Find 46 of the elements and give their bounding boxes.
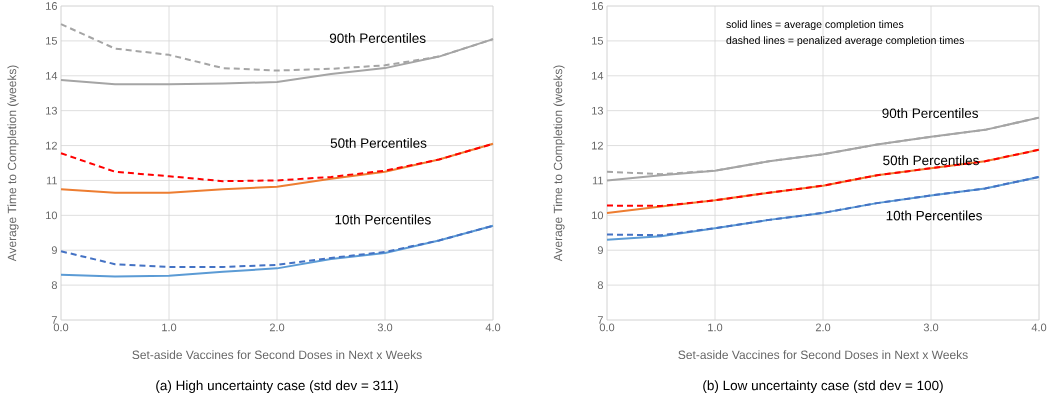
y-tick-label: 15 bbox=[592, 37, 604, 45]
x-tick-label: 3.0 bbox=[923, 323, 939, 332]
x-tick-label: 1.0 bbox=[708, 323, 723, 332]
y-tick-label: 10 bbox=[46, 211, 58, 220]
y-tick-label: 12 bbox=[46, 141, 57, 150]
x-tick-label: 2.0 bbox=[269, 323, 285, 332]
y-tick-label: 16 bbox=[592, 2, 604, 10]
annotation: 50th Percentiles bbox=[330, 137, 427, 148]
x-tick-label: 2.0 bbox=[815, 323, 831, 332]
x-tick-label: 4.0 bbox=[485, 323, 501, 332]
annotation: 10th Percentiles bbox=[886, 210, 982, 221]
y-tick-label: 14 bbox=[592, 72, 604, 80]
y-tick-label: 13 bbox=[592, 106, 604, 115]
y-tick-label: 10 bbox=[592, 211, 604, 220]
line-series bbox=[60, 224, 494, 278]
x-axis-title: Set-aside Vaccines for Second Doses in Next x Weeks bbox=[678, 350, 968, 360]
y-tick-label: 8 bbox=[597, 281, 604, 290]
annotation: 10th Percentiles bbox=[335, 214, 431, 225]
y-tick-label: 9 bbox=[51, 246, 57, 255]
annotation: 90th Percentiles bbox=[882, 108, 979, 119]
y-tick-label: 11 bbox=[592, 176, 603, 185]
y-tick-label: 8 bbox=[51, 281, 57, 290]
line-series bbox=[60, 224, 494, 268]
text: (b) Low uncertainty case (std dev = 100) bbox=[703, 380, 943, 393]
y-tick-label: 16 bbox=[46, 2, 57, 10]
y-tick-label: 11 bbox=[46, 176, 57, 185]
y-tick-label: 9 bbox=[597, 246, 603, 255]
x-tick-label: 4.0 bbox=[1031, 323, 1047, 332]
y-tick-label: 7 bbox=[51, 316, 57, 324]
annotation: 90th Percentiles bbox=[329, 33, 426, 43]
y-axis-title: Average Time to Completion (weeks) bbox=[553, 65, 565, 262]
y-tick-label: 12 bbox=[592, 141, 603, 150]
y-axis-title: Average Time to Completion (weeks) bbox=[7, 65, 19, 262]
y-tick-label: 14 bbox=[46, 72, 58, 80]
annotation: 50th Percentiles bbox=[883, 155, 979, 166]
annotation: dashed lines = penalized average completion times bbox=[726, 36, 965, 47]
y-tick-label: 13 bbox=[46, 106, 57, 115]
text: (a) High uncertainty case (std dev = 311) bbox=[156, 380, 398, 393]
x-axis-title: Set-aside Vaccines for Second Doses in Next x Weeks bbox=[132, 350, 422, 360]
x-tick-label: 0.0 bbox=[599, 323, 615, 332]
x-tick-label: 3.0 bbox=[377, 323, 393, 332]
x-tick-label: 0.0 bbox=[53, 323, 69, 332]
y-tick-label: 15 bbox=[46, 37, 58, 45]
x-tick-label: 1.0 bbox=[162, 323, 177, 332]
annotation: solid lines = average completion times bbox=[726, 20, 904, 31]
y-tick-label: 7 bbox=[597, 316, 603, 324]
